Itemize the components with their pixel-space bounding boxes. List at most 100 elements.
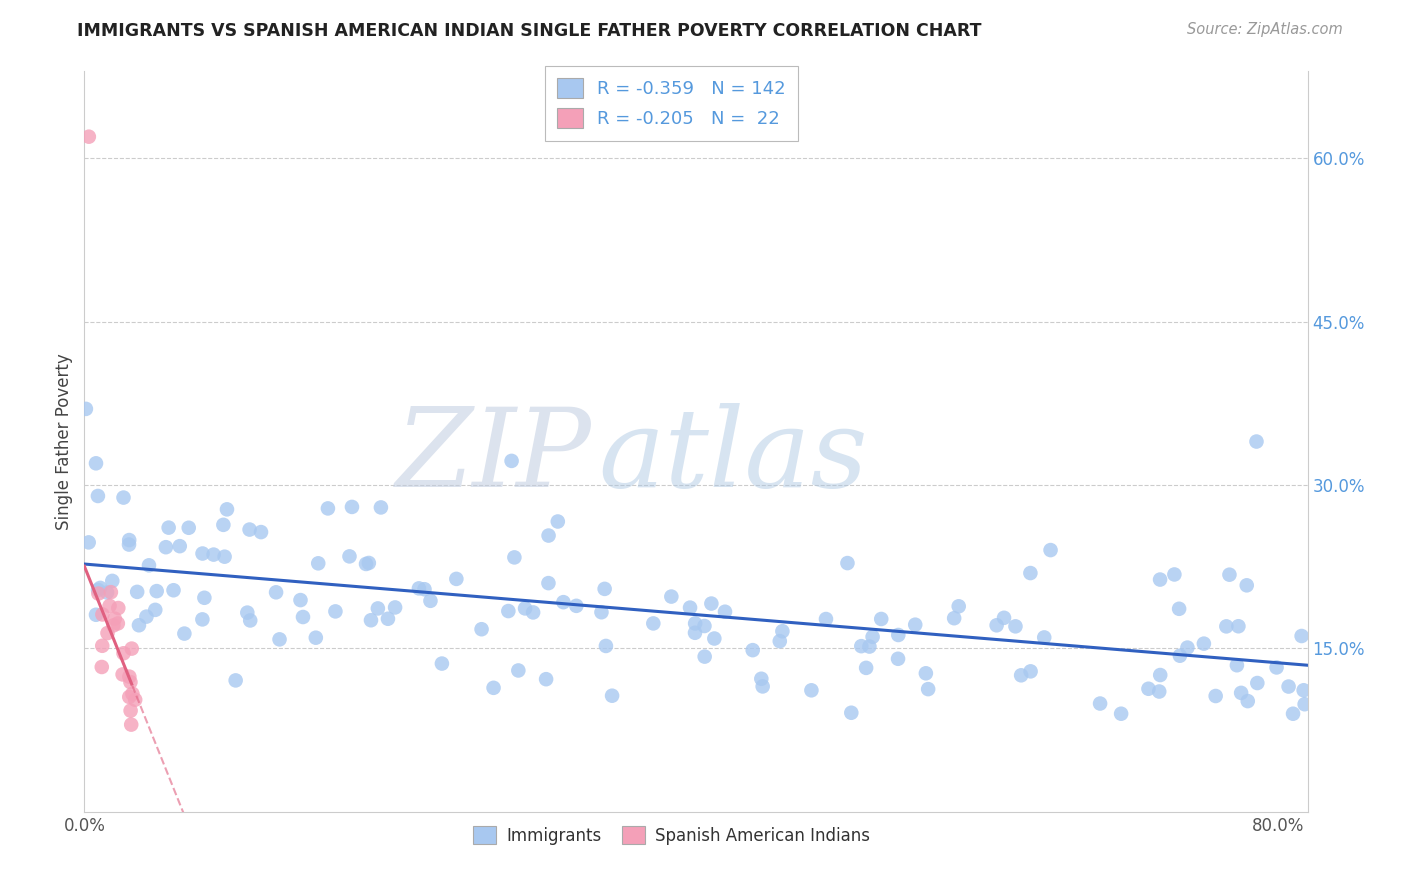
Point [1019,665,1042,679]
Point [1205,689,1227,703]
Point [714,605,737,619]
Point [1246,676,1268,690]
Text: atlas: atlas [598,402,868,510]
Point [503,550,526,565]
Legend: Immigrants, Spanish American Indians: Immigrants, Spanish American Indians [467,820,876,852]
Point [101,574,124,588]
Point [225,673,247,688]
Point [1230,686,1253,700]
Point [193,591,215,605]
Point [508,664,530,678]
Point [501,454,523,468]
Point [1168,602,1191,616]
Point [96,626,118,640]
Point [143,603,166,617]
Point [471,622,494,636]
Point [943,611,966,625]
Point [290,593,312,607]
Point [127,585,149,599]
Point [1192,637,1215,651]
Point [1149,573,1171,587]
Point [1218,567,1240,582]
Point [1147,684,1170,698]
Point [1109,706,1132,721]
Point [370,500,392,515]
Point [1010,668,1032,682]
Point [1215,619,1237,633]
Point [118,670,141,684]
Point [1282,706,1305,721]
Point [855,661,877,675]
Point [121,641,143,656]
Point [107,601,129,615]
Point [212,517,235,532]
Point [770,624,793,639]
Point [749,672,772,686]
Point [269,632,291,647]
Y-axis label: Single Father Poverty: Single Father Poverty [55,353,73,530]
Point [98,599,121,613]
Point [357,556,380,570]
Point [547,515,569,529]
Point [202,548,225,562]
Point [1033,631,1056,645]
Point [741,643,763,657]
Point [703,632,725,646]
Point [591,605,613,619]
Point [377,612,399,626]
Point [84,607,107,622]
Point [112,646,135,660]
Point [111,667,134,681]
Point [84,456,107,470]
Point [1291,629,1313,643]
Point [887,628,910,642]
Point [112,491,135,505]
Point [679,600,702,615]
Point [77,535,100,549]
Point [1246,434,1268,449]
Point [120,704,142,718]
Point [482,681,505,695]
Point [595,639,617,653]
Point [522,606,544,620]
Point [643,616,665,631]
Point [430,657,453,671]
Point [537,576,560,591]
Point [90,660,112,674]
Point [800,683,823,698]
Point [904,617,927,632]
Point [173,626,195,640]
Point [384,600,406,615]
Point [862,630,884,644]
Point [408,582,430,596]
Point [87,582,110,597]
Point [870,612,893,626]
Point [135,609,157,624]
Point [239,523,262,537]
Point [413,582,436,597]
Point [124,692,146,706]
Point [513,601,536,615]
Point [87,586,110,600]
Point [339,549,361,564]
Point [104,612,127,626]
Point [683,616,706,631]
Point [814,612,837,626]
Point [1149,668,1171,682]
Point [177,521,200,535]
Point [214,549,236,564]
Point [858,640,880,654]
Point [1277,680,1299,694]
Point [1137,681,1160,696]
Point [700,597,723,611]
Point [169,539,191,553]
Point [120,717,142,731]
Point [693,649,716,664]
Point [887,652,910,666]
Point [1265,660,1288,674]
Point [915,666,938,681]
Point [1088,697,1111,711]
Point [993,611,1015,625]
Point [986,618,1008,632]
Point [1163,567,1185,582]
